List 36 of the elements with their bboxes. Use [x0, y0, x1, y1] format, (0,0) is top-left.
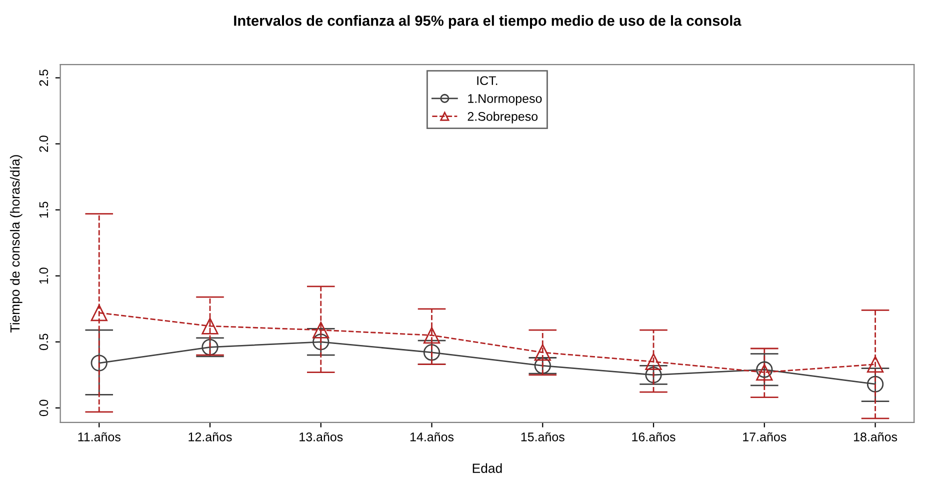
- x-tick-label: 12.años: [188, 432, 232, 442]
- y-tick-label: 1.5: [39, 202, 48, 218]
- point: [866, 356, 884, 373]
- x-tick-label: 13.años: [300, 432, 343, 442]
- legend-label: 2.Sobrepeso: [468, 112, 538, 124]
- y-axis-title: Tiempo de consola (horas/día): [10, 155, 22, 332]
- x-tick-label: 17.años: [743, 432, 786, 442]
- point: [90, 354, 108, 372]
- chart-title: Intervalos de confianza al 95% para el tiempo medio de uso de la consola: [234, 15, 742, 29]
- point: [202, 318, 218, 334]
- point: [423, 344, 440, 361]
- y-tick-label: 1.0: [39, 268, 48, 284]
- point: [756, 361, 773, 378]
- point: [534, 357, 551, 374]
- point: [645, 366, 662, 384]
- x-axis-title: Edad: [472, 463, 502, 473]
- y-tick-label: 0.0: [39, 400, 48, 416]
- legend-title: ICT.: [477, 76, 498, 86]
- y-tick-label: 0.5: [39, 334, 48, 350]
- point: [423, 326, 440, 344]
- point: [866, 376, 884, 392]
- x-tick-label: 16.años: [632, 432, 676, 442]
- point: [312, 322, 330, 338]
- legend-label: 1.Normopeso: [468, 94, 542, 106]
- x-tick-label: 11.años: [78, 432, 120, 442]
- y-tick-label: 2.0: [39, 136, 48, 152]
- x-tick-label: 15.años: [521, 432, 564, 442]
- point: [756, 364, 773, 381]
- x-tick-label: 14.años: [410, 432, 454, 442]
- point: [645, 353, 662, 370]
- point: [312, 334, 330, 350]
- y-tick-label: 2.5: [39, 70, 48, 86]
- point: [202, 338, 218, 356]
- point: [90, 304, 108, 322]
- point: [534, 344, 551, 361]
- x-tick-label: 18.años: [854, 432, 898, 442]
